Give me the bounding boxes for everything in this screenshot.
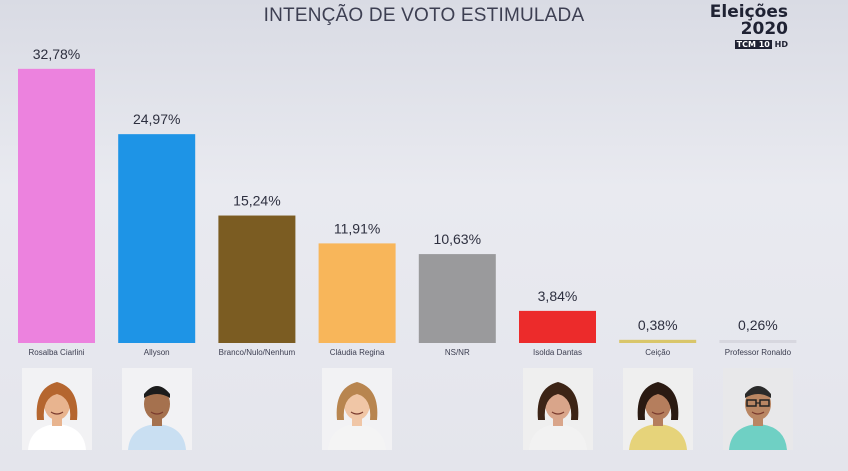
brand-line2: 2020 xyxy=(740,19,788,39)
data-label: 15,24% xyxy=(233,193,280,209)
woman-photo xyxy=(522,368,593,450)
data-label: 24,97% xyxy=(133,111,180,127)
man-photo xyxy=(121,368,192,450)
bar xyxy=(118,134,196,343)
data-label: 3,84% xyxy=(538,288,578,304)
man-glasses-photo xyxy=(722,368,793,450)
data-label: 0,38% xyxy=(638,317,678,333)
woman-photo xyxy=(21,368,92,450)
woman-photo xyxy=(322,368,393,450)
category-label: Rosalba Ciarlini xyxy=(28,348,84,357)
data-label: 11,91% xyxy=(334,220,380,236)
bar xyxy=(18,68,95,343)
bar xyxy=(418,254,496,343)
category-label: Cláudia Regina xyxy=(330,348,385,357)
hd-label: HD xyxy=(774,40,788,49)
channel-badge: TCM 10 HD xyxy=(710,40,788,50)
category-label: Ceição xyxy=(645,348,670,357)
data-label: 10,63% xyxy=(434,231,481,247)
brand-line1: Eleições xyxy=(709,2,788,22)
chart-title: INTENÇÃO DE VOTO ESTIMULADA xyxy=(263,5,585,26)
brand-logo: Eleições 2020 TCM 10 HD xyxy=(710,4,788,50)
bar xyxy=(318,243,396,343)
bar xyxy=(519,310,596,343)
category-label: Professor Ronaldo xyxy=(725,348,792,357)
bar xyxy=(719,340,797,343)
category-label: NS/NR xyxy=(445,348,470,357)
data-label: 0,26% xyxy=(738,317,778,333)
data-label: 32,78% xyxy=(33,46,80,62)
category-label: Allyson xyxy=(144,348,170,357)
bar xyxy=(218,215,296,343)
bar xyxy=(619,339,697,343)
category-label: Branco/Nulo/Nenhum xyxy=(219,348,296,357)
category-label: Isolda Dantas xyxy=(533,348,582,357)
channel-name: TCM 10 xyxy=(734,40,772,49)
woman-photo xyxy=(622,368,693,450)
